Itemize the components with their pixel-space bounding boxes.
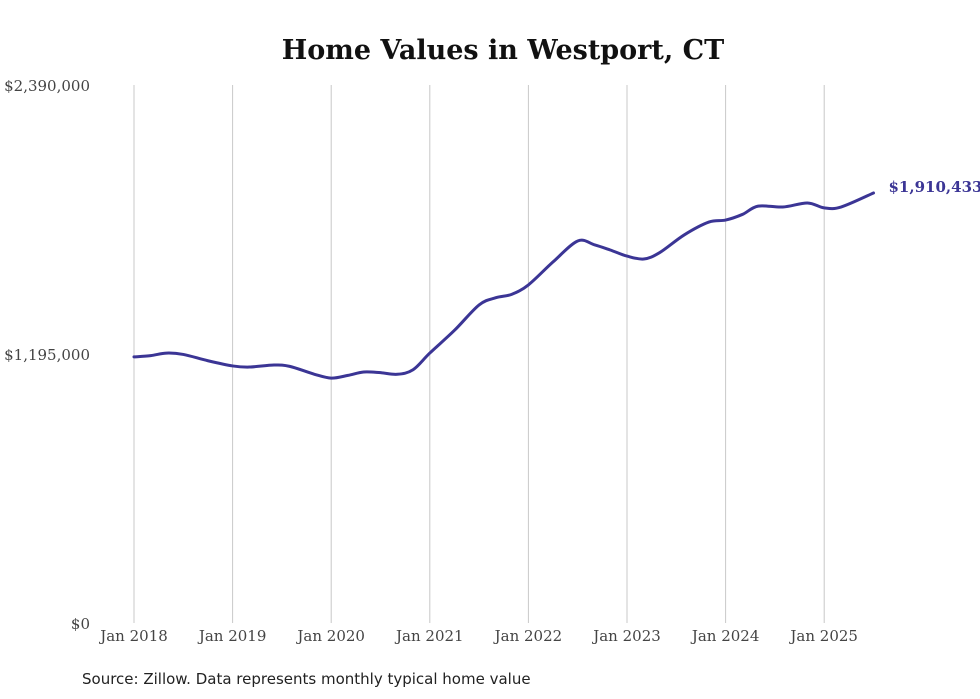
y-tick-label: $2,390,000 <box>4 77 90 95</box>
chart-title: Home Values in Westport, CT <box>282 35 725 66</box>
x-axis: Jan 2018 Jan 2019 Jan 2020 Jan 2021 Jan 2022… <box>98 627 858 645</box>
source-note: Source: Zillow. Data represents monthly … <box>82 670 531 688</box>
x-tick-label: Jan 2021 <box>394 627 464 645</box>
grid-lines <box>133 85 825 623</box>
x-tick-label: Jan 2024 <box>690 627 760 645</box>
end-value-label: $1,910,433 <box>889 178 980 196</box>
x-tick-label: Jan 2022 <box>493 627 563 645</box>
x-tick-label: Jan 2020 <box>295 627 365 645</box>
x-tick-label: Jan 2018 <box>98 627 168 645</box>
series-line <box>132 191 875 380</box>
x-tick-label: Jan 2025 <box>788 627 858 645</box>
x-tick-label: Jan 2019 <box>197 627 267 645</box>
y-tick-label: $0 <box>71 615 90 633</box>
y-tick-label: $1,195,000 <box>4 346 90 364</box>
y-axis: $0 $1,195,000 $2,390,000 <box>4 77 90 633</box>
x-tick-label: Jan 2023 <box>591 627 661 645</box>
